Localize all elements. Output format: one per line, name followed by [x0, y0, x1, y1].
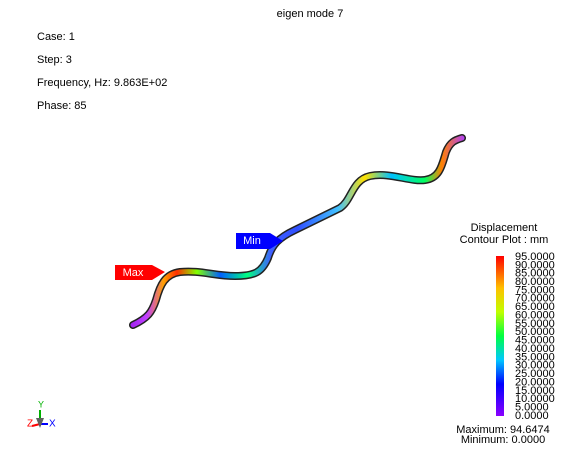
legend-title: Displacement	[471, 222, 538, 234]
info-line: Case: 1	[37, 31, 75, 43]
title: eigen mode 7	[277, 8, 344, 20]
info-line: Frequency, Hz: 9.863E+02	[37, 77, 167, 89]
legend-label: 0.0000	[515, 410, 549, 422]
max-label: Max	[123, 267, 144, 279]
triad-z: Z	[27, 419, 33, 430]
triad-x: X	[49, 419, 56, 430]
info-line: Step: 3	[37, 54, 72, 66]
min-label: Min	[243, 235, 261, 247]
info-line: Phase: 85	[37, 100, 87, 112]
max-flag: Max	[115, 265, 165, 280]
triad-y: Y	[38, 399, 44, 409]
pipe	[133, 138, 462, 325]
minimum: Minimum: 0.0000	[461, 434, 545, 446]
triad: Y Z X	[27, 399, 56, 429]
legend-subtitle: Contour Plot : mm	[460, 234, 549, 246]
viewport: eigen mode 7 Case: 1 Step: 3 Frequency, Hz…	[0, 0, 577, 451]
color-bar	[496, 256, 504, 416]
